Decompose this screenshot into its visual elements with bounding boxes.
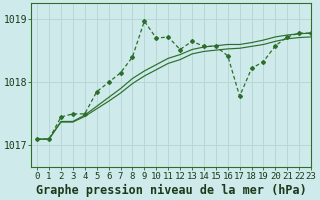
- X-axis label: Graphe pression niveau de la mer (hPa): Graphe pression niveau de la mer (hPa): [36, 183, 307, 197]
